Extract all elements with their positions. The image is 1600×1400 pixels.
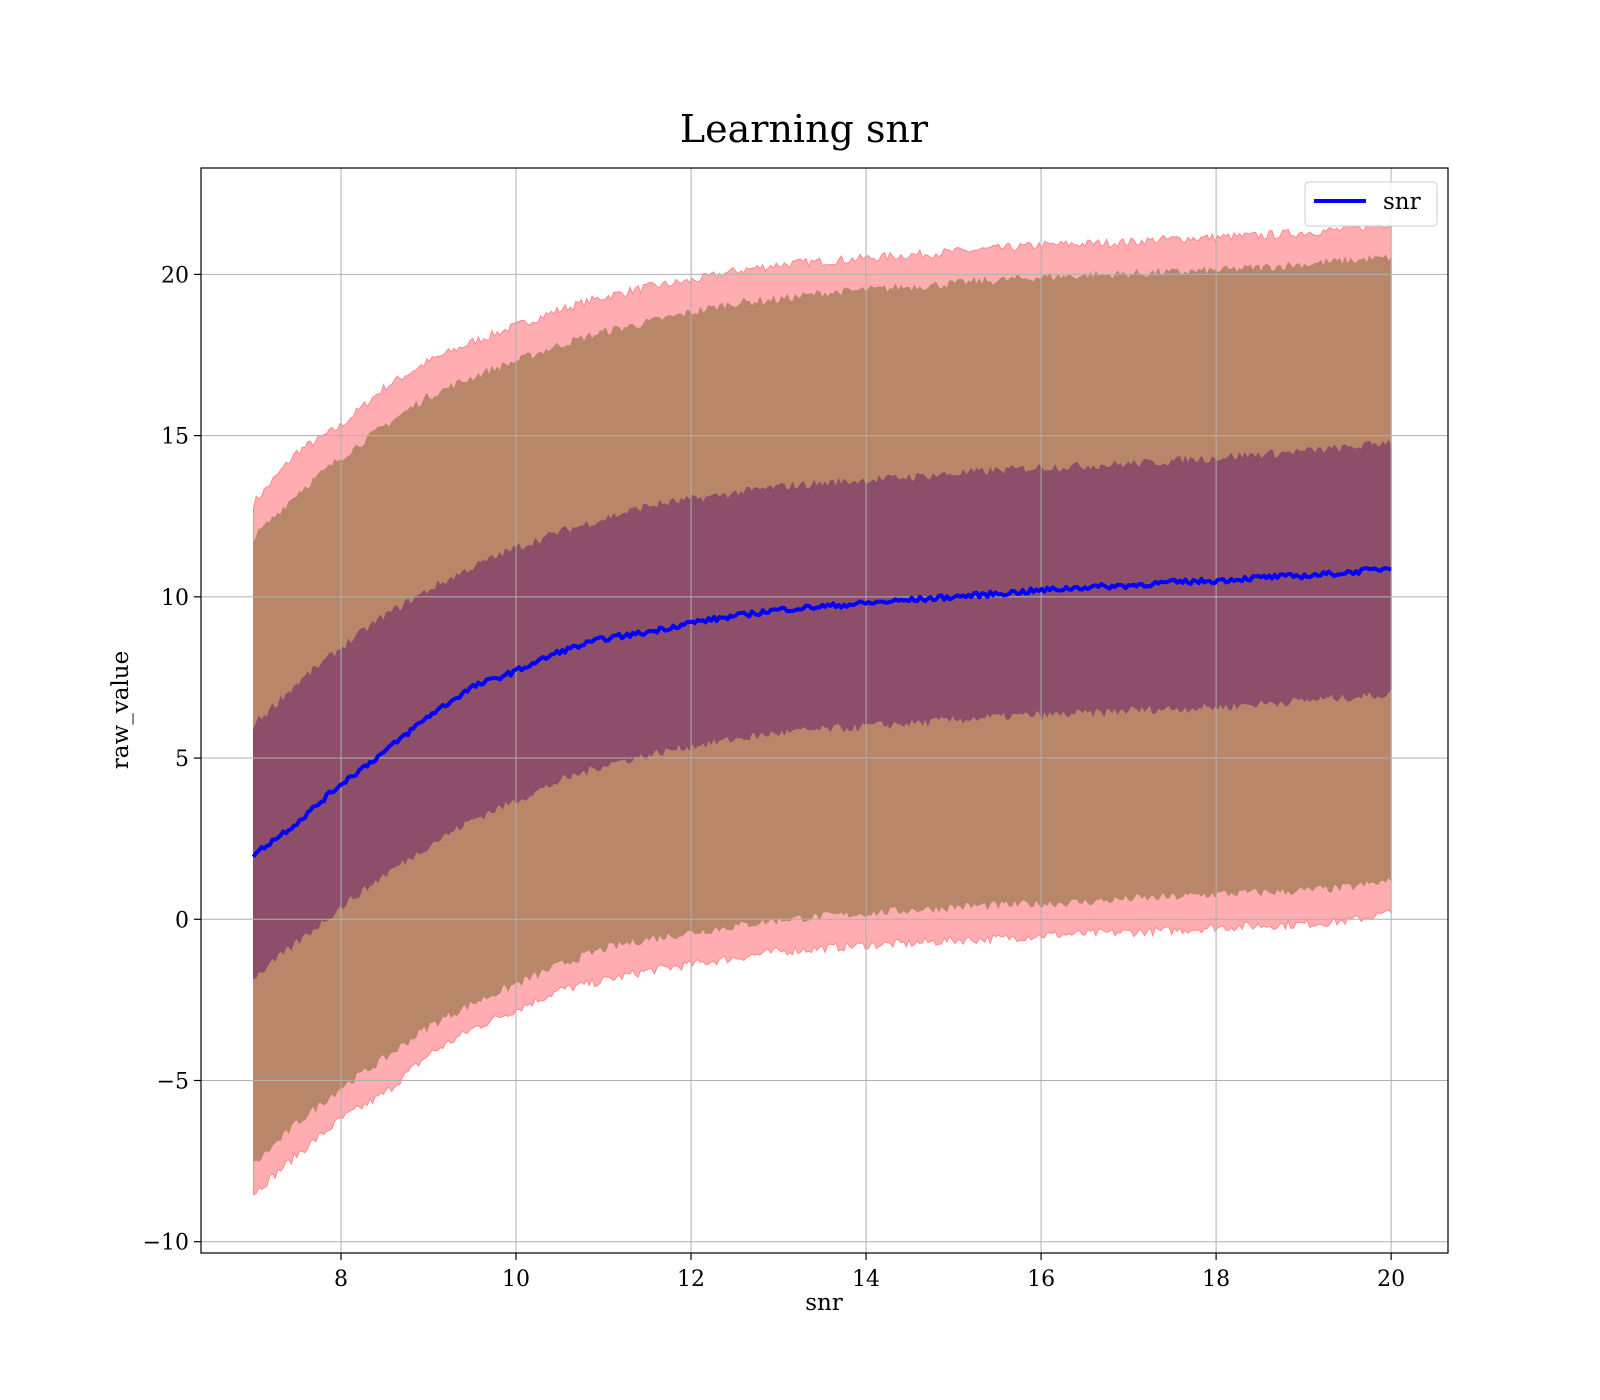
y-tick-label-3: 5 [175, 747, 189, 772]
x-tick-label-2: 12 [677, 1267, 705, 1292]
confidence-bands [253, 222, 1392, 1196]
x-tick-label-3: 14 [852, 1267, 880, 1292]
series-lines [251, 566, 1392, 859]
legend-entry-snr: snr [1383, 189, 1421, 215]
legend-box [1304, 181, 1438, 227]
plot-area [200, 167, 1449, 1254]
y-axis-ticks: −10 −5 0 5 10 15 20 [143, 263, 201, 1256]
series-line-snr [251, 566, 1392, 859]
chart-title: Learning snr [680, 107, 929, 151]
x-tick-label-0: 8 [334, 1267, 348, 1292]
x-axis-label: snr [805, 1290, 843, 1316]
grid [201, 168, 1448, 1253]
legend: snr [1304, 181, 1438, 227]
y-tick-label-5: 15 [161, 425, 189, 450]
x-tick-label-5: 18 [1202, 1267, 1230, 1292]
y-tick-label-2: 0 [175, 908, 189, 933]
plot-frame [200, 167, 1449, 1254]
y-tick-label-0: −10 [143, 1231, 189, 1256]
y-tick-label-4: 10 [161, 586, 189, 611]
y-tick-label-1: −5 [157, 1069, 189, 1094]
x-tick-label-6: 20 [1377, 1267, 1405, 1292]
y-tick-label-6: 20 [161, 263, 189, 288]
x-tick-label-1: 10 [502, 1267, 530, 1292]
x-tick-label-4: 16 [1027, 1267, 1055, 1292]
x-axis-ticks: 8 10 12 14 16 18 20 [334, 1253, 1405, 1292]
y-axis-label: raw_value [108, 651, 134, 769]
